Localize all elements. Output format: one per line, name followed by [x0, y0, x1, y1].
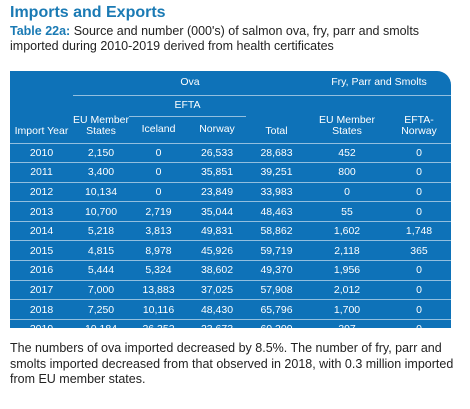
cell-total: 57,908	[246, 279, 307, 300]
cell-fry-eu: 55	[307, 201, 387, 222]
cell-eu: 10,184	[73, 318, 129, 339]
cell-norway: 38,602	[188, 260, 246, 281]
cell-fry-eu: 1,602	[307, 220, 387, 241]
header-fry-parr-smolts: Fry, Parr and Smolts	[331, 76, 427, 89]
table-row: 2013 10,700 2,719 35,044 48,463 55 0	[10, 201, 451, 222]
cell-fry-eu: 0	[307, 181, 387, 202]
cell-norway: 35,044	[188, 201, 246, 222]
cell-norway: 23,849	[188, 181, 246, 202]
cell-iceland: 8,978	[129, 240, 188, 261]
cell-fry-eu: 1,956	[307, 260, 387, 281]
cell-iceland: 2,719	[129, 201, 188, 222]
cell-norway: 35,851	[188, 162, 246, 183]
cell-iceland: 0	[129, 142, 188, 163]
cell-year: 2016	[10, 260, 73, 281]
cell-fry-eu: 2,118	[307, 240, 387, 261]
table-row: 2015 4,815 8,978 45,926 59,719 2,118 365	[10, 240, 451, 261]
section-title: Imports and Exports	[10, 4, 166, 21]
cell-total: 28,683	[246, 142, 307, 163]
cell-eu: 5,218	[73, 220, 129, 241]
table-row: 2012 10,134 0 23,849 33,983 0 0	[10, 181, 451, 202]
summary-paragraph: The numbers of ova imported decreased by…	[10, 341, 454, 386]
cell-norway: 37,025	[188, 279, 246, 300]
table-row: 2018 7,250 10,116 48,430 65,796 1,700 0	[10, 299, 451, 320]
table-row: 2017 7,000 13,883 37,025 57,908 2,012 0	[10, 279, 451, 300]
cell-year: 2011	[10, 162, 73, 183]
cell-norway: 26,533	[188, 142, 246, 163]
header-ova: Ova	[180, 76, 200, 89]
cell-year: 2015	[10, 240, 73, 261]
cell-fry-norway: 0	[387, 299, 451, 320]
cell-fry-eu: 297	[307, 318, 387, 339]
cell-year: 2010	[10, 142, 73, 163]
cell-fry-eu: 1,700	[307, 299, 387, 320]
cell-total: 60,209	[246, 318, 307, 339]
cell-fry-norway: 1,748	[387, 220, 451, 241]
cell-year: 2014	[10, 220, 73, 241]
table-row: 2019 10,184 26,352 23,673 60,209 297 0	[10, 318, 451, 339]
table-row: 2014 5,218 3,813 49,831 58,862 1,602 1,7…	[10, 220, 451, 241]
cell-year: 2017	[10, 279, 73, 300]
cell-total: 39,251	[246, 162, 307, 183]
cell-norway: 45,926	[188, 240, 246, 261]
cell-year: 2012	[10, 181, 73, 202]
cell-fry-norway: 0	[387, 162, 451, 183]
cell-iceland: 0	[129, 162, 188, 183]
table-row: 2010 2,150 0 26,533 28,683 452 0	[10, 142, 451, 163]
cell-fry-norway: 365	[387, 240, 451, 261]
cell-total: 33,983	[246, 181, 307, 202]
cell-fry-eu: 800	[307, 162, 387, 183]
imports-table: Import Year Ova Fry, Parr and Smolts EU …	[10, 71, 451, 339]
cell-eu: 10,134	[73, 181, 129, 202]
header-total: Total	[246, 94, 307, 143]
table-caption: Table 22a: Source and number (000's) of …	[10, 24, 462, 54]
cell-eu: 7,000	[73, 279, 129, 300]
cell-fry-eu: 2,012	[307, 279, 387, 300]
cell-fry-norway: 0	[387, 201, 451, 222]
cell-total: 59,719	[246, 240, 307, 261]
cell-norway: 23,673	[188, 318, 246, 339]
cell-eu: 5,444	[73, 260, 129, 281]
header-efta: EFTA	[129, 94, 246, 116]
header-iceland: Iceland	[129, 115, 188, 143]
cell-year: 2019	[10, 318, 73, 339]
cell-eu: 4,815	[73, 240, 129, 261]
cell-year: 2013	[10, 201, 73, 222]
cell-eu: 3,400	[73, 162, 129, 183]
cell-fry-norway: 0	[387, 318, 451, 339]
cell-norway: 49,831	[188, 220, 246, 241]
cell-iceland: 13,883	[129, 279, 188, 300]
header-import-year: Import Year	[14, 124, 69, 137]
cell-fry-norway: 0	[387, 181, 451, 202]
cell-norway: 48,430	[188, 299, 246, 320]
cell-iceland: 26,352	[129, 318, 188, 339]
cell-eu: 2,150	[73, 142, 129, 163]
cell-iceland: 5,324	[129, 260, 188, 281]
cell-total: 48,463	[246, 201, 307, 222]
header-norway: Norway	[188, 115, 246, 143]
cell-eu: 7,250	[73, 299, 129, 320]
cell-total: 65,796	[246, 299, 307, 320]
cell-total: 49,370	[246, 260, 307, 281]
cell-fry-norway: 0	[387, 260, 451, 281]
cell-year: 2018	[10, 299, 73, 320]
cell-iceland: 0	[129, 181, 188, 202]
table-caption-label: Table 22a:	[10, 24, 71, 38]
header-fry-eu-member-states: EU Member States	[307, 94, 387, 143]
table-caption-text: Source and number (000's) of salmon ova,…	[10, 24, 420, 53]
cell-iceland: 3,813	[129, 220, 188, 241]
cell-fry-norway: 0	[387, 279, 451, 300]
imports-table-panel: Import Year Ova Fry, Parr and Smolts EU …	[10, 71, 451, 339]
header-eu-member-states: EU Member States	[73, 94, 129, 143]
cell-fry-eu: 452	[307, 142, 387, 163]
cell-total: 58,862	[246, 220, 307, 241]
cell-eu: 10,700	[73, 201, 129, 222]
cell-iceland: 10,116	[129, 299, 188, 320]
header-efta-norway: EFTA- Norway	[387, 94, 451, 143]
table-row: 2011 3,400 0 35,851 39,251 800 0	[10, 162, 451, 183]
table-row: 2016 5,444 5,324 38,602 49,370 1,956 0	[10, 260, 451, 281]
cell-fry-norway: 0	[387, 142, 451, 163]
